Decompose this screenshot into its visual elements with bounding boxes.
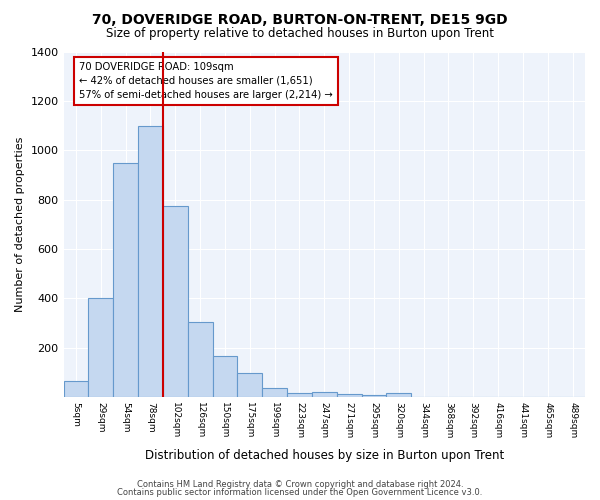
Y-axis label: Number of detached properties: Number of detached properties xyxy=(15,136,25,312)
Bar xyxy=(113,162,138,397)
Bar xyxy=(312,392,337,397)
Bar xyxy=(362,395,386,397)
Bar xyxy=(138,126,163,397)
Bar xyxy=(287,394,312,397)
Text: Contains public sector information licensed under the Open Government Licence v3: Contains public sector information licen… xyxy=(118,488,482,497)
X-axis label: Distribution of detached houses by size in Burton upon Trent: Distribution of detached houses by size … xyxy=(145,450,504,462)
Bar xyxy=(163,206,188,397)
Bar xyxy=(88,298,113,397)
Bar xyxy=(262,388,287,397)
Bar xyxy=(238,373,262,397)
Bar xyxy=(212,356,238,397)
Bar xyxy=(337,394,362,397)
Text: Size of property relative to detached houses in Burton upon Trent: Size of property relative to detached ho… xyxy=(106,28,494,40)
Text: 70, DOVERIDGE ROAD, BURTON-ON-TRENT, DE15 9GD: 70, DOVERIDGE ROAD, BURTON-ON-TRENT, DE1… xyxy=(92,12,508,26)
Text: Contains HM Land Registry data © Crown copyright and database right 2024.: Contains HM Land Registry data © Crown c… xyxy=(137,480,463,489)
Bar xyxy=(386,394,411,397)
Bar xyxy=(64,381,88,397)
Text: 70 DOVERIDGE ROAD: 109sqm
← 42% of detached houses are smaller (1,651)
57% of se: 70 DOVERIDGE ROAD: 109sqm ← 42% of detac… xyxy=(79,62,333,100)
Bar xyxy=(188,322,212,397)
